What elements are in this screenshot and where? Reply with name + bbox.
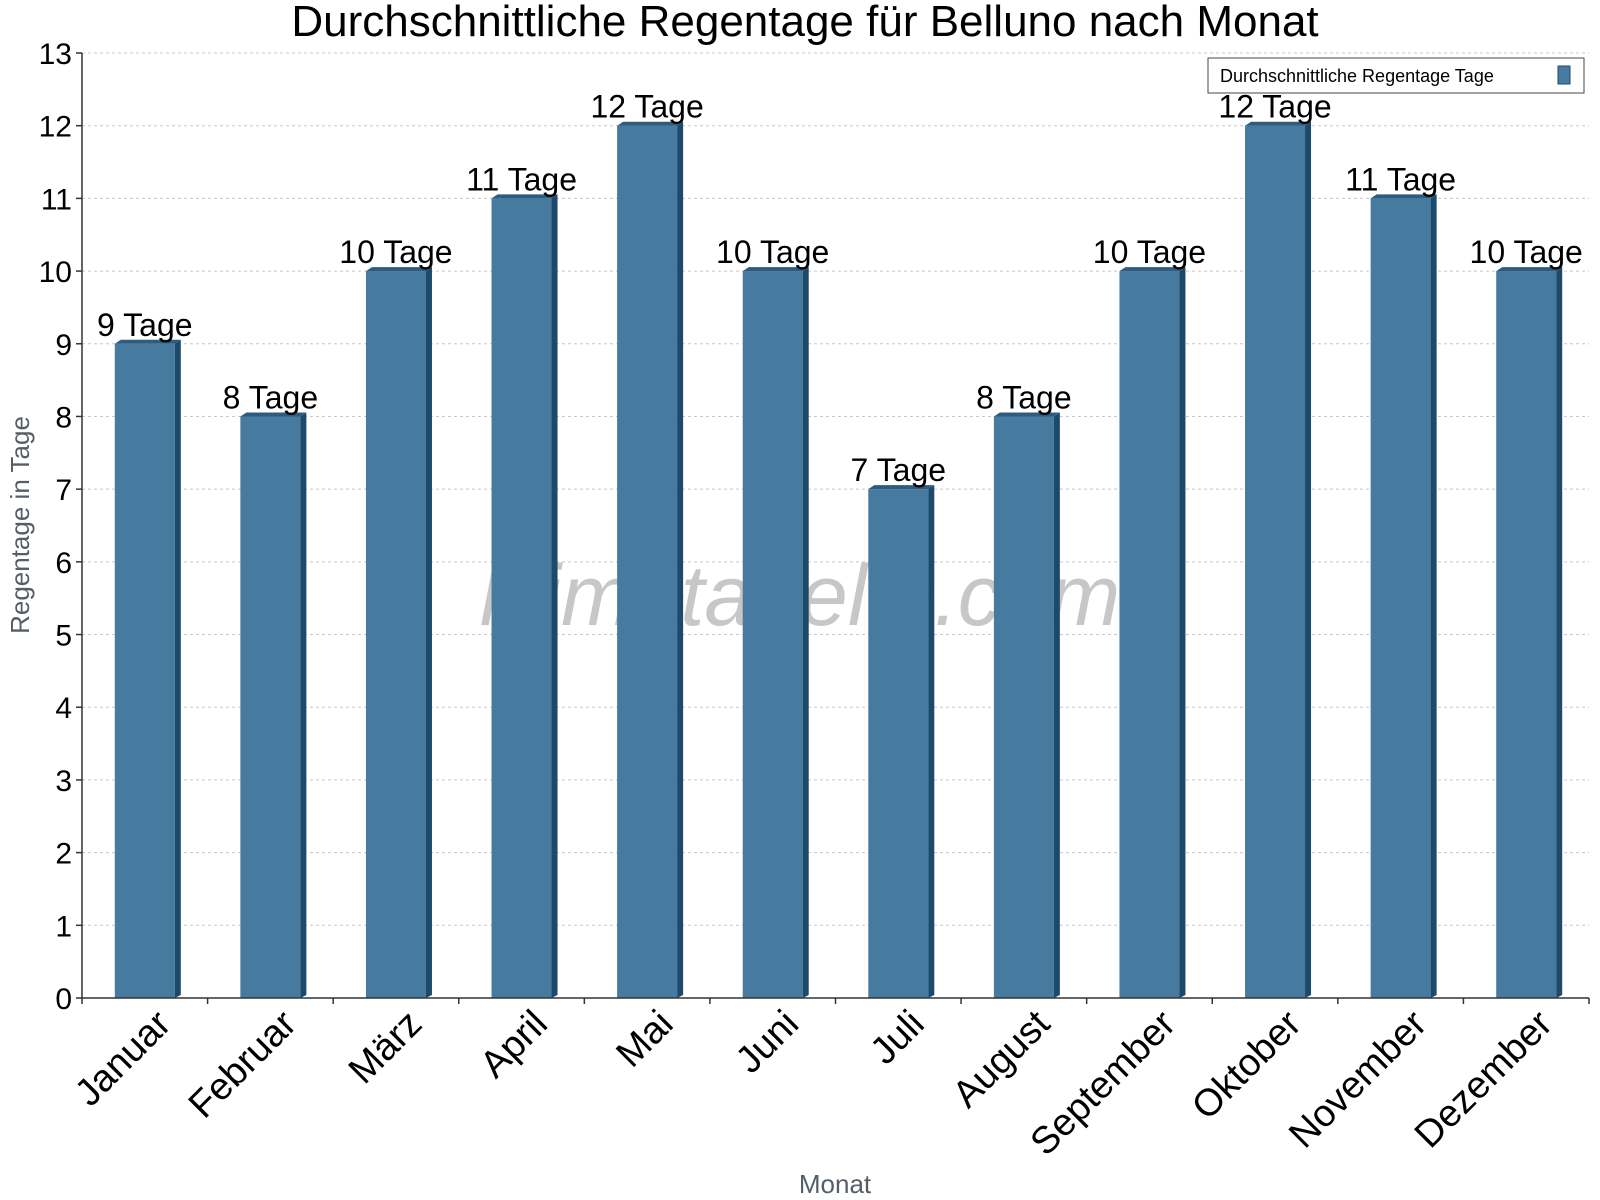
x-tick-label: Juni	[728, 1003, 807, 1082]
bar-face	[742, 271, 803, 999]
chart-title: Durchschnittliche Regentage für Belluno …	[291, 0, 1318, 46]
legend-swatch	[1557, 65, 1571, 85]
bar-side	[928, 485, 935, 999]
y-tick-label: 13	[39, 38, 72, 71]
y-tick-label: 5	[55, 620, 72, 653]
bar-side	[1179, 267, 1186, 999]
x-tick-labels: Januar Februar März April Mai Juni Juli AugustS…	[67, 998, 1590, 1164]
bar-side	[1305, 121, 1312, 998]
bar-face	[365, 271, 426, 999]
bar-value-label: 8 Tage	[223, 379, 319, 415]
bar-value-label: 9 Tage	[97, 307, 193, 343]
x-tick-label: Februar	[181, 1002, 305, 1126]
bar-top	[491, 194, 558, 199]
bar-value-label: 10 Tage	[339, 234, 452, 270]
bar-face	[240, 416, 301, 998]
bar-side	[1556, 267, 1563, 999]
bar-side	[802, 267, 809, 999]
grid-lines	[82, 52, 1589, 926]
bar-side	[300, 412, 307, 998]
bar-top	[868, 485, 935, 490]
bar-value-label: 12 Tage	[590, 89, 703, 125]
bar	[114, 339, 181, 998]
bar-face	[1496, 271, 1557, 999]
bar	[1370, 194, 1437, 998]
bar-face	[617, 125, 678, 998]
bar	[1119, 267, 1186, 999]
y-tick-label: 8	[55, 401, 72, 434]
bar-top	[1119, 267, 1186, 272]
bars	[114, 121, 1563, 999]
bar	[240, 412, 307, 998]
bar-side	[677, 121, 684, 998]
y-tick-label: 10	[39, 256, 72, 289]
bar-value-label: 10 Tage	[716, 234, 829, 270]
bar	[742, 267, 809, 999]
bar-side	[1053, 412, 1060, 998]
x-tick-label: Juli	[863, 1003, 933, 1073]
bar-value-label: 10 Tage	[1093, 234, 1206, 270]
x-tick-label: Dezember	[1407, 1002, 1561, 1156]
bar-side	[425, 267, 432, 999]
bar-face	[868, 489, 929, 998]
x-tick-label: Mai	[608, 1003, 681, 1076]
y-tick-label: 0	[55, 983, 72, 1016]
bar-value-label: 11 Tage	[1345, 161, 1456, 197]
bar-face	[114, 343, 175, 998]
y-tick-label: 2	[55, 838, 72, 871]
y-tick-label: 12	[39, 111, 72, 144]
bar-value-label: 10 Tage	[1470, 234, 1583, 270]
bar-value-label: 7 Tage	[851, 452, 947, 488]
bar-face	[993, 416, 1054, 998]
x-tick-label: August	[945, 1002, 1059, 1116]
x-tick-label: Januar	[67, 1002, 179, 1114]
legend-label: Durchschnittliche Regentage Tage	[1220, 66, 1494, 86]
bar-face	[491, 198, 552, 998]
legend: Durchschnittliche Regentage Tage	[1207, 57, 1585, 94]
bar-top	[1370, 194, 1437, 199]
legend-box	[1207, 57, 1585, 94]
x-tick-label: Oktober	[1184, 1002, 1310, 1128]
y-axis-title: Regentage in Tage	[5, 416, 35, 634]
bar	[1496, 267, 1563, 999]
y-tick-label: 9	[55, 329, 72, 362]
bar	[365, 267, 432, 999]
bar-side	[1430, 194, 1437, 998]
x-axis-title: Monat	[799, 1169, 872, 1199]
bar	[491, 194, 558, 998]
bar-value-label: 12 Tage	[1218, 89, 1331, 125]
bar	[1245, 121, 1312, 998]
x-tick-label: März	[341, 1003, 430, 1092]
y-tick-label: 3	[55, 765, 72, 798]
bar-face	[1245, 125, 1306, 998]
bar-value-label: 11 Tage	[466, 161, 577, 197]
y-tick-label: 1	[55, 910, 72, 943]
bar-value-label: 8 Tage	[976, 379, 1072, 415]
bar-face	[1370, 198, 1431, 998]
bar	[993, 412, 1060, 998]
bar-top	[240, 412, 307, 417]
bar	[868, 485, 935, 999]
bar-side	[551, 194, 558, 998]
bar-side	[174, 339, 181, 998]
bar-top	[617, 121, 684, 126]
y-tick-label: 11	[41, 183, 72, 216]
y-tick-label: 4	[55, 692, 72, 725]
bar-top	[365, 267, 432, 272]
bar-top	[742, 267, 809, 272]
y-tick-label: 7	[55, 474, 72, 507]
bar	[617, 121, 684, 998]
bar-top	[1245, 121, 1312, 126]
bar-face	[1119, 271, 1180, 999]
bar-top	[114, 339, 181, 344]
bar-value-labels: 9 Tage 8 Tage 10 Tage 11 Tage 12 Tage 10 Tage…	[97, 89, 1583, 488]
bar-top	[993, 412, 1060, 417]
y-tick-label: 6	[55, 547, 72, 580]
x-tick-label: April	[472, 1003, 555, 1086]
bar-top	[1496, 267, 1563, 272]
